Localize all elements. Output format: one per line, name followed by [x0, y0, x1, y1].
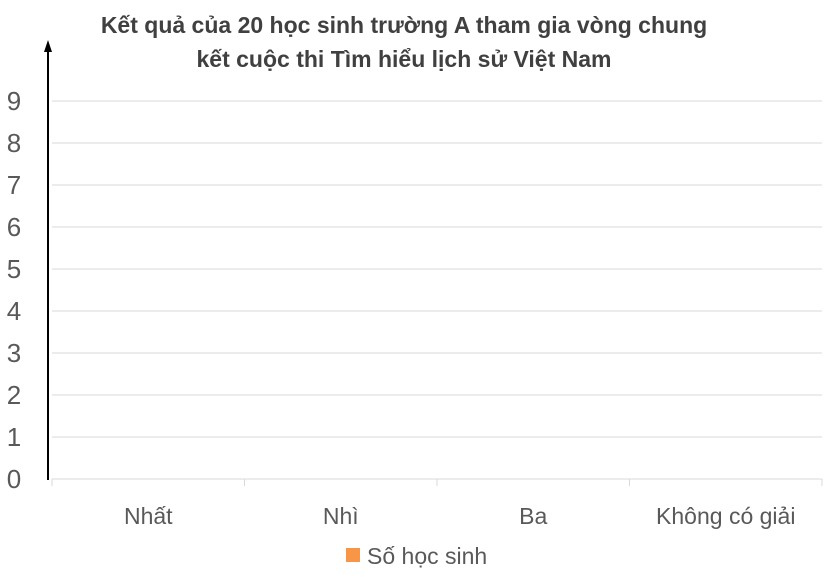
y-tick-labels: 0 1 2 3 4 5 6 7 8 9 [7, 86, 21, 494]
y-tick-label: 0 [7, 464, 21, 494]
y-tick-label: 6 [7, 212, 21, 242]
y-tick-label: 2 [7, 380, 21, 410]
x-tick-marks [51, 479, 823, 486]
y-tick-label: 3 [7, 338, 21, 368]
y-tick-label: 9 [7, 86, 21, 116]
category-label: Nhất [124, 503, 173, 529]
category-label: Nhì [323, 503, 359, 529]
legend-swatch [346, 548, 360, 562]
y-tick-label: 4 [7, 296, 21, 326]
y-tick-label: 5 [7, 254, 21, 284]
chart-title-line-1: Kết quả của 20 học sinh trường A tham gi… [101, 12, 707, 38]
y-tick-label: 8 [7, 128, 21, 158]
gridlines [52, 100, 822, 438]
category-labels: Nhất Nhì Ba Không có giải [124, 503, 795, 529]
category-label: Không có giải [656, 503, 795, 529]
category-label: Ba [519, 503, 547, 529]
y-axis-arrow-head-icon [44, 40, 52, 52]
legend-label: Số học sinh [367, 543, 487, 569]
y-tick-label: 1 [7, 422, 21, 452]
y-tick-label: 7 [7, 170, 21, 200]
chart-title-line-2: kết cuộc thi Tìm hiểu lịch sử Việt Nam [197, 46, 612, 72]
